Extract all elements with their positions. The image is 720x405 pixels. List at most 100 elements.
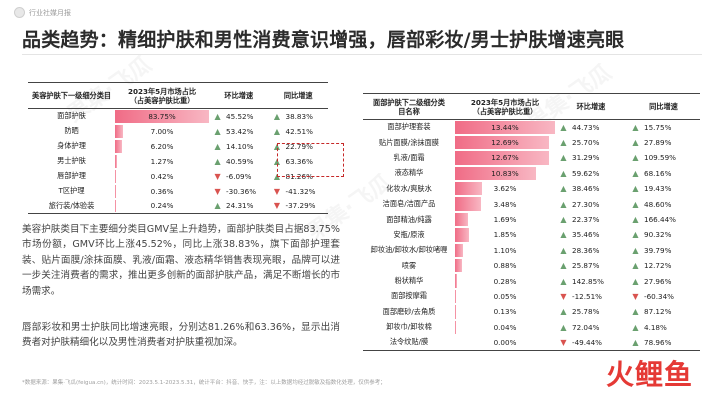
category-name: 乳液/面霜 (393, 152, 425, 162)
table-row: 粉状精华 0.28% ▲ 142.85% ▲ 27.96% (363, 273, 700, 288)
mom-growth-cell: ▲ 25.78% (555, 304, 627, 319)
mom-growth-cell: ▲ 45.52% (209, 109, 268, 124)
yoy-growth-cell: ▲ 48.60% (627, 196, 700, 211)
arrow-up-icon: ▲ (214, 126, 221, 136)
arrow-up-icon: ▲ (273, 126, 281, 136)
market-share-value: 3.62% (493, 184, 517, 194)
mom-growth-value: -6.09% (226, 171, 252, 181)
mom-growth-cell: ▼ -12.51% (555, 289, 627, 304)
share-bar (455, 243, 464, 258)
market-share-cell: 0.24% (115, 198, 210, 214)
market-share-value: 1.69% (493, 215, 517, 225)
market-share-value: 1.85% (493, 230, 517, 240)
table-row: 旅行装/体验装 0.24% ▲ 24.31% ▼ -37.29% (28, 198, 328, 214)
company-logo: 火鲤鱼 (606, 360, 693, 390)
table-row: 卸妆油/卸妆水/卸妆啫喱 1.10% ▲ 28.36% ▲ 39.79% (363, 243, 700, 258)
market-share-value: 12.67% (491, 153, 519, 163)
share-bar (115, 154, 117, 168)
table-row: 化妆水/爽肤水 3.62% ▲ 38.46% ▲ 19.43% (363, 181, 700, 196)
yoy-growth-value: 4.18% (644, 322, 667, 332)
yoy-growth-value: 19.43% (644, 184, 672, 194)
yoy-growth-value: 87.12% (644, 307, 672, 317)
arrow-up-icon: ▲ (560, 261, 567, 271)
category-name: 面部护肤 (57, 111, 86, 121)
arrow-up-icon: ▲ (632, 307, 639, 317)
arrow-up-icon: ▲ (632, 322, 639, 332)
mom-growth-value: 45.52% (226, 111, 254, 121)
arrow-up-icon: ▲ (560, 230, 567, 240)
table-row: 安瓶/原液 1.85% ▲ 35.46% ▲ 90.32% (363, 227, 700, 242)
arrow-up-icon: ▲ (214, 141, 221, 151)
market-share-cell: 12.69% (455, 135, 555, 150)
share-bar (455, 166, 536, 181)
share-bar (455, 228, 469, 242)
market-share-cell: 1.27% (115, 154, 209, 169)
table-row: 洁面皂/洁面产品 3.48% ▲ 27.30% ▲ 48.60% (363, 196, 700, 211)
market-share-cell: 0.28% (455, 273, 555, 288)
market-share-value: 1.27% (150, 156, 174, 166)
arrow-up-icon: ▲ (214, 201, 221, 211)
mom-growth-cell: ▲ 59.62% (555, 166, 627, 181)
arrow-up-icon: ▲ (632, 138, 639, 148)
mom-growth-value: 44.73% (572, 122, 600, 132)
header-mom: 环比增速 (555, 93, 627, 120)
yoy-growth-cell: ▼ -37.29% (268, 198, 328, 214)
market-share-value: 3.48% (493, 199, 517, 209)
market-share-value: 7.00% (150, 126, 174, 136)
title-divider (22, 54, 702, 55)
mom-growth-value: 22.37% (572, 215, 600, 225)
market-share-cell: 1.69% (455, 212, 555, 227)
yoy-growth-cell: ▲ 78.96% (627, 334, 700, 351)
arrow-up-icon: ▲ (632, 245, 639, 255)
table-row: 面部护理套装 13.44% ▲ 44.73% ▲ 15.75% (363, 120, 700, 135)
table-row: 液态精华 10.83% ▲ 59.62% ▲ 68.16% (363, 166, 700, 181)
mom-growth-cell: ▲ 142.85% (555, 273, 627, 288)
mom-growth-cell: ▲ 28.36% (555, 243, 627, 258)
footnote: *数据来源：果集·飞瓜(feigua.cn)，统计时间：2023.5.1-202… (22, 380, 386, 386)
mom-growth-value: -30.36% (226, 186, 257, 196)
mom-growth-value: 40.59% (226, 156, 254, 166)
market-share-value: 0.28% (493, 276, 517, 286)
mom-growth-cell: ▲ 22.37% (555, 212, 627, 227)
mom-growth-cell: ▲ 25.87% (555, 258, 627, 273)
market-share-cell: 13.44% (455, 120, 555, 135)
yoy-growth-value: -60.34% (644, 291, 674, 301)
category-name: 法令纹贴/膜 (363, 334, 455, 351)
yoy-growth-value: 109.59% (644, 153, 676, 163)
arrow-up-icon: ▲ (632, 153, 639, 163)
market-share-cell: 0.36% (115, 184, 209, 199)
mom-growth-value: 53.42% (226, 126, 254, 136)
market-share-cell: 0.05% (455, 289, 555, 304)
yoy-growth-value: 42.51% (285, 126, 313, 136)
market-share-cell: 3.48% (455, 196, 555, 211)
mom-growth-cell: ▲ 25.70% (555, 135, 627, 150)
share-bar (455, 305, 456, 319)
mom-growth-cell: ▲ 40.59% (209, 154, 268, 169)
share-bar (455, 197, 481, 211)
mom-growth-value: 72.04% (572, 322, 600, 332)
category-name: 男士护肤 (57, 156, 86, 165)
arrow-up-icon: ▲ (560, 122, 567, 132)
mom-growth-value: 24.31% (226, 201, 254, 211)
arrow-down-icon: ▼ (273, 201, 281, 211)
market-share-cell: 6.20% (115, 139, 209, 154)
yoy-growth-value: 22.79% (285, 141, 313, 151)
arrow-up-icon: ▲ (560, 153, 567, 163)
table-row: 面部磨砂/去角质 0.13% ▲ 25.78% ▲ 87.12% (363, 304, 700, 319)
market-share-value: 12.69% (491, 138, 519, 148)
mom-growth-value: 35.46% (572, 230, 600, 240)
market-share-cell: 0.13% (455, 304, 555, 319)
mom-growth-cell: ▼ -49.44% (555, 334, 627, 351)
arrow-up-icon: ▲ (560, 322, 567, 332)
yoy-growth-value: 63.36% (285, 156, 313, 166)
arrow-down-icon: ▼ (560, 291, 567, 301)
market-share-value: 0.88% (493, 261, 517, 271)
market-share-value: 6.20% (150, 141, 174, 151)
category-name: 身体护理 (57, 141, 86, 150)
yoy-growth-value: 12.72% (644, 261, 672, 271)
mom-growth-cell: ▲ 38.46% (555, 181, 627, 196)
brand-header: 行业社媒月报 (14, 7, 71, 18)
mom-growth-cell: ▲ 27.30% (555, 196, 627, 211)
category-name: 安瓶/原液 (393, 229, 425, 239)
yoy-growth-value: -37.29% (285, 201, 316, 211)
